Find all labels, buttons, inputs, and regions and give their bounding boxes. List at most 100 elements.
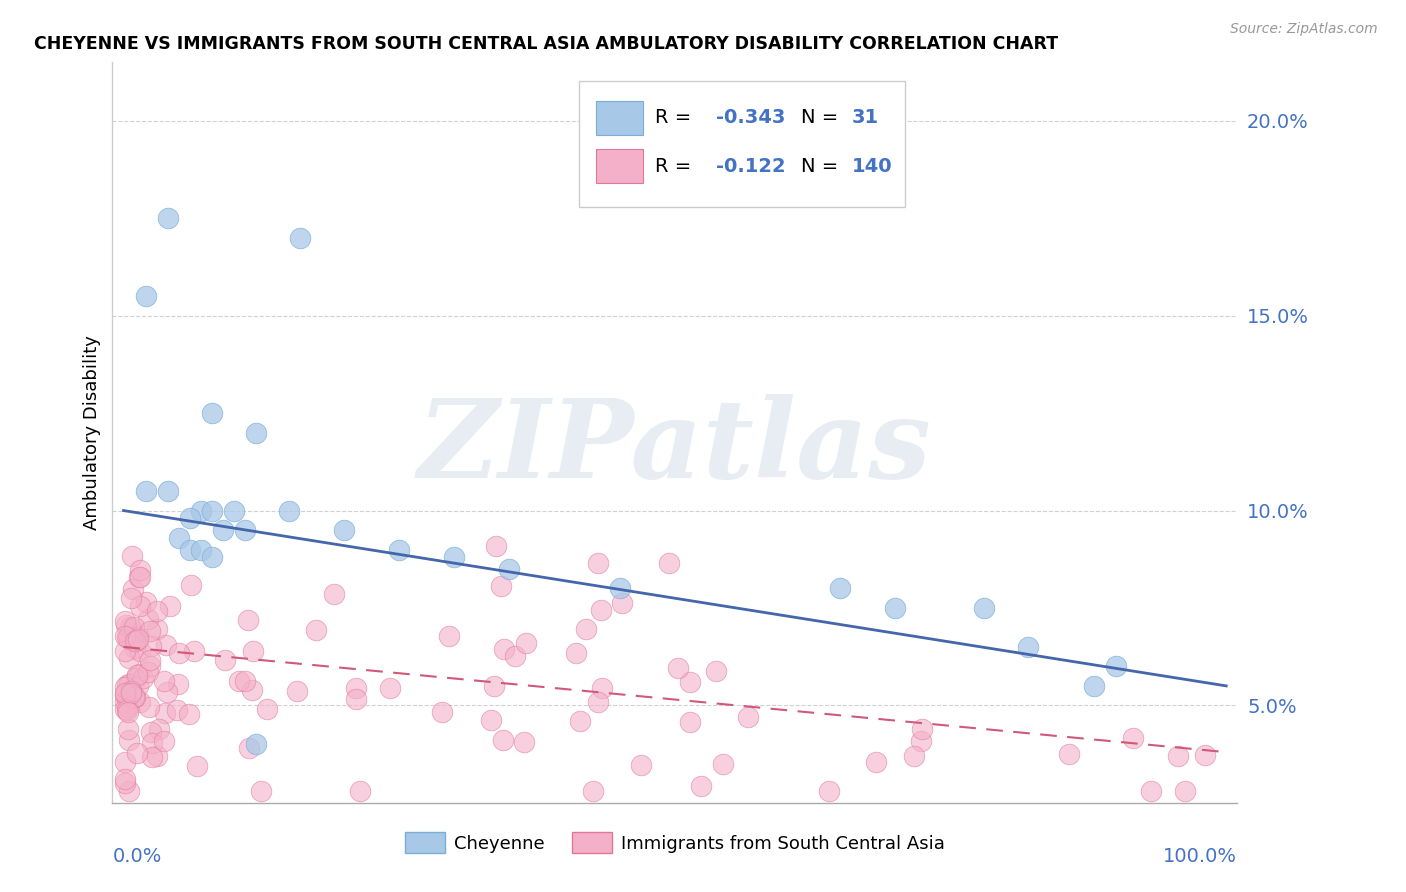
Point: [287, 683, 309, 698]
Point: [222, 503, 245, 517]
Point: [127, 631, 149, 645]
Text: N =: N =: [801, 109, 838, 128]
Point: [122, 582, 145, 596]
Point: [737, 710, 759, 724]
Point: [118, 784, 141, 798]
Point: [117, 678, 139, 692]
Point: [214, 652, 236, 666]
Point: [679, 674, 702, 689]
Point: [114, 755, 136, 769]
Point: [121, 549, 143, 564]
Text: Source: ZipAtlas.com: Source: ZipAtlas.com: [1230, 22, 1378, 37]
Point: [1167, 749, 1189, 764]
Point: [180, 578, 202, 592]
Point: [1194, 748, 1216, 763]
Point: [115, 617, 138, 632]
Point: [167, 646, 190, 660]
Point: [245, 425, 267, 440]
Point: [117, 631, 139, 645]
Point: [288, 231, 311, 245]
Point: [115, 700, 138, 714]
Point: [117, 705, 139, 719]
Point: [658, 557, 681, 571]
Point: [201, 503, 224, 517]
Point: [884, 601, 907, 615]
Point: [167, 677, 190, 691]
Text: 100.0%: 100.0%: [1163, 847, 1237, 866]
Point: [125, 747, 148, 761]
Point: [159, 599, 181, 613]
Point: [128, 569, 150, 583]
Point: [114, 702, 136, 716]
Point: [132, 671, 155, 685]
Point: [588, 556, 610, 570]
Point: [114, 629, 136, 643]
Point: [333, 523, 356, 537]
Point: [378, 681, 401, 695]
Point: [121, 626, 143, 640]
Point: [1174, 784, 1197, 798]
FancyBboxPatch shape: [596, 101, 644, 135]
Text: 140: 140: [852, 157, 891, 176]
Point: [630, 757, 652, 772]
Point: [668, 661, 690, 675]
Point: [1057, 747, 1080, 761]
Point: [115, 702, 138, 716]
Point: [609, 582, 631, 596]
Point: [117, 690, 139, 705]
Point: [612, 596, 634, 610]
Point: [211, 523, 233, 537]
Point: [973, 601, 995, 615]
Point: [492, 732, 515, 747]
Point: [167, 531, 190, 545]
Point: [115, 700, 138, 714]
Point: [127, 668, 149, 682]
Point: [190, 503, 212, 517]
Point: [146, 622, 169, 636]
Point: [124, 690, 146, 704]
Point: [135, 484, 157, 499]
Point: [117, 722, 139, 736]
Y-axis label: Ambulatory Disability: Ambulatory Disability: [83, 335, 101, 530]
Point: [242, 644, 264, 658]
Text: CHEYENNE VS IMMIGRANTS FROM SOUTH CENTRAL ASIA AMBULATORY DISABILITY CORRELATION: CHEYENNE VS IMMIGRANTS FROM SOUTH CENTRA…: [34, 35, 1057, 53]
Point: [515, 636, 537, 650]
Point: [141, 750, 163, 764]
Point: [127, 632, 149, 647]
Point: [482, 679, 505, 693]
Point: [120, 619, 142, 633]
Point: [1105, 659, 1128, 673]
Point: [910, 722, 932, 736]
Point: [118, 632, 141, 647]
Point: [711, 757, 734, 772]
Point: [115, 630, 138, 644]
Point: [201, 406, 224, 420]
Point: [117, 688, 139, 702]
Text: -0.343: -0.343: [717, 109, 786, 128]
Point: [114, 681, 136, 695]
Point: [388, 542, 411, 557]
Point: [1140, 784, 1163, 798]
Point: [141, 736, 163, 750]
Point: [183, 644, 205, 658]
Point: [138, 624, 160, 638]
Point: [155, 638, 177, 652]
Point: [179, 706, 201, 721]
Point: [1083, 679, 1105, 693]
Point: [125, 633, 148, 648]
Point: [498, 562, 520, 576]
Point: [153, 673, 176, 688]
Point: [129, 570, 152, 584]
Point: [136, 665, 159, 679]
Point: [129, 644, 152, 658]
Point: [591, 681, 613, 695]
FancyBboxPatch shape: [596, 149, 644, 183]
Point: [115, 687, 138, 701]
Point: [117, 651, 139, 665]
Point: [865, 755, 887, 769]
Point: [129, 599, 152, 614]
Point: [443, 550, 465, 565]
Point: [124, 634, 146, 648]
Point: [118, 676, 141, 690]
Point: [118, 732, 141, 747]
